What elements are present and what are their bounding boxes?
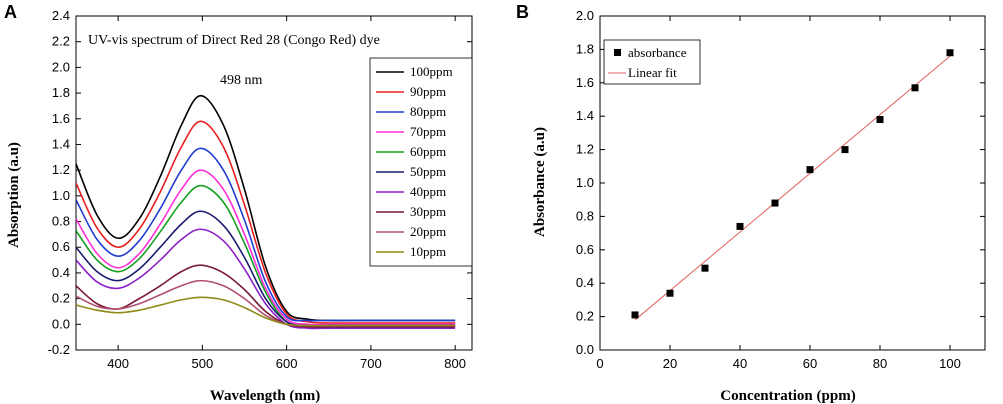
series-90ppm [76,120,456,324]
data-point [736,222,744,230]
x-tick-label-b: 60 [803,356,817,371]
legend-label-fit: Linear fit [628,65,677,80]
y-tick-label-b: 1.6 [576,75,594,90]
data-point [911,84,919,92]
series-30ppm [76,264,456,328]
legend-label-20ppm: 20ppm [410,224,446,239]
panel-a-label: A [4,2,17,22]
legend-label-90ppm: 90ppm [410,84,446,99]
y-tick-label-a: 2.2 [52,34,70,49]
y-tick-label-a: 1.0 [52,188,70,203]
y-tick-label-b: 2.0 [576,8,594,23]
legend-label-80ppm: 80ppm [410,104,446,119]
y-tick-label-b: 1.4 [576,108,594,123]
data-point [701,264,709,272]
y-tick-label-a: 0.0 [52,316,70,331]
panel-a-title: UV-vis spectrum of Direct Red 28 (Congo … [88,33,380,48]
panel-a-xlabel: Wavelength (nm) [210,388,320,404]
y-tick-label-a: 0.2 [52,291,70,306]
y-tick-label-a: 1.8 [52,85,70,100]
linear-fit-line [634,55,951,321]
y-tick-label-a: 2.0 [52,59,70,74]
legend-label-60ppm: 60ppm [410,144,446,159]
panel-b: B 0.0 0.2 0.4 0.6 0.8 1.0 1.2 1.4 1.6 1.8 2.0 0 20 40… [516,2,986,404]
panel-b-legend: absorbance Linear fit [603,39,701,85]
x-tick-label-b: 20 [663,356,677,371]
panel-b-xlabel: Concentration (ppm) [720,388,855,404]
x-tick-label-b: 0 [596,356,603,371]
panel-a-plot-area: -0.2 0.0 0.2 0.4 0.6 0.8 1.0 1.2 1.4 1.6 1.8 2.0 2.2… [48,8,473,371]
y-tick-label-a: 0.8 [52,214,70,229]
y-tick-label-a: 1.6 [52,111,70,126]
y-tick-label-a: 0.6 [52,239,70,254]
y-tick-label-a: 2.4 [52,8,70,23]
data-point [806,166,814,174]
y-tick-label-a: 0.4 [52,265,70,280]
data-point [631,311,639,319]
legend-label-10ppm: 10ppm [410,244,446,259]
y-tick-label-a: -0.2 [48,342,70,357]
panel-a-legend: 100ppm 90ppm 80ppm 70ppm 60ppm 50ppm 40ppm 30pp… [369,57,473,267]
x-tick-label-b: 40 [733,356,747,371]
series-70ppm [76,169,456,326]
panel-b-plot-area: 0.0 0.2 0.4 0.6 0.8 1.0 1.2 1.4 1.6 1.8 2.0 0 20 40 60… [576,8,986,371]
y-tick-label-b: 0.4 [576,275,594,290]
legend-swatch-absorbance [614,49,621,56]
data-point [946,49,954,57]
x-tick-label-a: 500 [192,356,214,371]
x-tick-label-a: 400 [107,356,129,371]
data-point [876,116,884,124]
y-tick-label-b: 0.8 [576,208,594,223]
x-tick-label-a: 700 [360,356,382,371]
legend-label-70ppm: 70ppm [410,124,446,139]
data-point [771,199,779,207]
y-tick-label-b: 1.8 [576,41,594,56]
panel-b-label: B [516,2,529,22]
legend-label-30ppm: 30ppm [410,204,446,219]
x-tick-label-b: 80 [873,356,887,371]
series-10ppm [76,296,456,327]
legend-box-b [603,39,701,85]
y-tick-label-b: 0.6 [576,242,594,257]
x-tick-label-a: 800 [444,356,466,371]
x-tick-label-b: 100 [939,356,961,371]
y-tick-label-b: 1.0 [576,175,594,190]
panel-b-ylabel: Absorbance (a.u) [532,127,548,237]
peak-annotation: 498 nm [220,73,263,88]
y-tick-label-b: 0.2 [576,309,594,324]
panel-a: A -0.2 0.0 0.2 0.4 0.6 0.8 1.0 1.2 1.4 1.6 1.8 2.0 2… [4,2,473,404]
legend-label-absorbance: absorbance [628,45,687,60]
data-point [666,289,674,297]
panel-a-ylabel: Absorption (a.u) [6,142,22,248]
y-tick-label-b: 1.2 [576,142,594,157]
y-tick-label-b: 0.0 [576,342,594,357]
spectra-curves [76,94,456,330]
series-40ppm [76,228,456,330]
legend-label-40ppm: 40ppm [410,184,446,199]
x-tick-label-a: 600 [276,356,298,371]
data-point [841,146,849,154]
legend-label-50ppm: 50ppm [410,164,446,179]
series-80ppm [76,147,456,322]
y-tick-label-a: 1.4 [52,136,70,151]
legend-label-100ppm: 100ppm [410,64,453,79]
y-tick-label-a: 1.2 [52,162,70,177]
